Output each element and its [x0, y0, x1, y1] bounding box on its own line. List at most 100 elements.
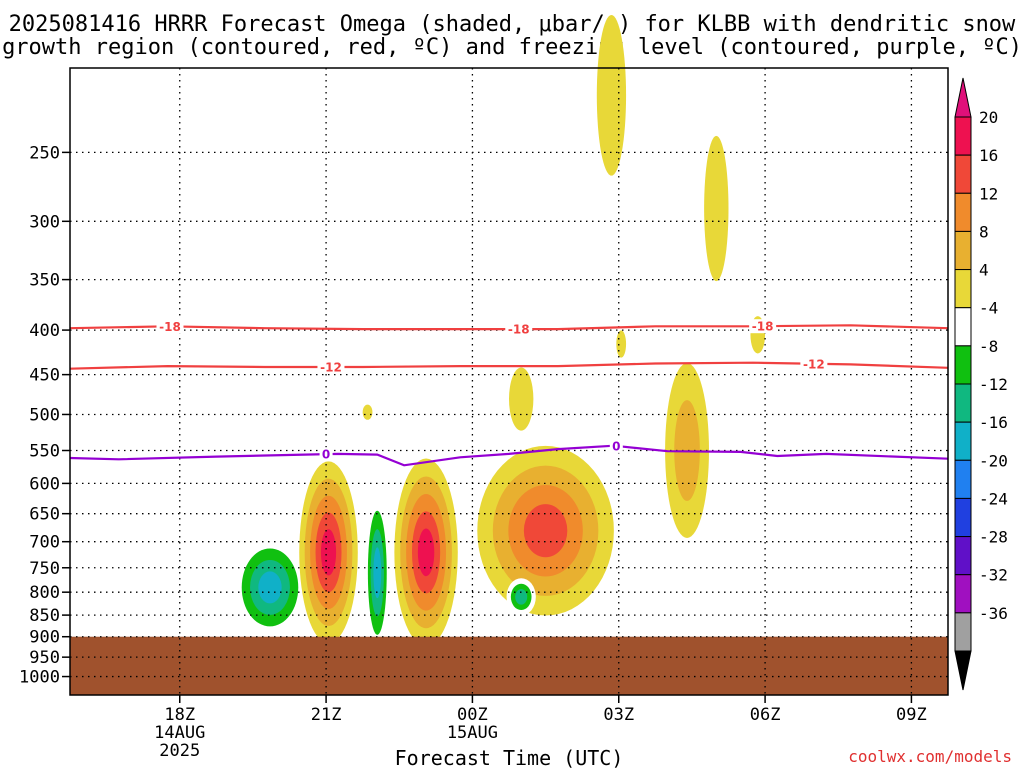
- x-tick-date-00Z: 15AUG: [447, 723, 498, 743]
- colorbar-label--36: -36: [979, 604, 1008, 623]
- y-tick-label-350: 350: [29, 271, 60, 291]
- omega-cell-1-level-20: [320, 529, 337, 576]
- omega-cell-14-level-4: [509, 367, 534, 431]
- contour-label-bg--12-0: [317, 359, 345, 374]
- colorbar: 20 16 12 8 4 -4 -8 -12 -16 -20 -24 -28 -32 -36: [954, 77, 1008, 691]
- x-tick-label-06Z: 06Z: [750, 705, 781, 725]
- ground-below-terrain: [70, 636, 948, 695]
- ground-layer: [70, 636, 948, 695]
- y-axis: 2503003504004505005506006507007508008509…: [19, 143, 70, 688]
- contour-label-0-0: 0: [322, 448, 330, 462]
- x-tick-label-00Z: 00Z: [457, 705, 488, 725]
- omega-cell-15-level-4: [362, 404, 373, 420]
- omega-cell-13-level-4: [704, 135, 729, 282]
- contour-line-0: [69, 444, 949, 467]
- x-axis-label: Forecast Time (UTC): [395, 746, 624, 768]
- colorbar-label-20: 20: [979, 108, 998, 127]
- colorbar-swatch-0: [954, 116, 972, 156]
- x-tick-label-21Z: 21Z: [311, 705, 342, 725]
- contour-label-bg-0-0: [319, 447, 333, 462]
- colorbar-swatch-13: [954, 612, 972, 652]
- contour-label--18-1: -18: [508, 323, 530, 337]
- chart-title-line2: growth region (contoured, red, ºC) and f…: [2, 35, 1022, 60]
- colorbar-label--32: -32: [979, 566, 1008, 585]
- contour-label-0-1: 0: [612, 439, 620, 453]
- omega-cell-10-level--4: [440, 72, 509, 277]
- y-tick-label-450: 450: [29, 366, 60, 386]
- colorbar-swatch-3: [954, 230, 972, 271]
- omega-cell-11-level--4: [616, 155, 636, 249]
- colorbar-swatch-7: [954, 383, 972, 423]
- x-tick-year-18Z: 2025: [159, 741, 200, 761]
- chart-title-line1: 2025081416 HRRR Forecast Omega (shaded, …: [9, 12, 1016, 37]
- contour-label--12-0: -12: [320, 360, 342, 374]
- colorbar-top-arrow: [954, 77, 972, 118]
- x-tick-label-18Z: 18Z: [164, 705, 195, 725]
- contour-label-bg--18-2: [749, 319, 777, 334]
- y-tick-label-800: 800: [29, 583, 60, 603]
- contour-label-bg--18-0: [156, 319, 184, 334]
- y-tick-label-850: 850: [29, 606, 60, 626]
- plot-frame: [69, 67, 949, 696]
- y-tick-label-500: 500: [29, 405, 60, 425]
- contour-label--18-2: -18: [752, 320, 774, 334]
- x-tick-label-09Z: 09Z: [896, 705, 927, 725]
- x-tick-date-18Z: 14AUG: [154, 723, 205, 743]
- y-tick-label-250: 250: [29, 143, 60, 163]
- colorbar-label-12: 12: [979, 184, 998, 203]
- colorbar-swatch-2: [954, 192, 972, 232]
- colorbar-label--20: -20: [979, 451, 1008, 470]
- y-tick-label-650: 650: [29, 505, 60, 525]
- y-tick-label-950: 950: [29, 648, 60, 668]
- omega-cell-9-level--4: [765, 342, 883, 440]
- colorbar-label-8: 8: [979, 222, 989, 241]
- colorbar-swatch-4: [954, 269, 972, 309]
- colorbar-label--4: -4: [979, 299, 998, 318]
- y-tick-label-600: 600: [29, 474, 60, 494]
- colorbar-label--28: -28: [979, 528, 1008, 547]
- grid-lines: [70, 68, 948, 695]
- colorbar-swatch-11: [954, 536, 972, 576]
- contour-label-bg--12-1: [800, 356, 828, 371]
- colorbar-bottom-arrow: [954, 650, 972, 691]
- omega-cell-2-level--16: [373, 547, 382, 599]
- y-tick-label-300: 300: [29, 212, 60, 232]
- plot-area: -18 -18 -18 -12 -12 0 0: [69, 15, 949, 696]
- colorbar-label--24: -24: [979, 489, 1008, 508]
- colorbar-label-16: 16: [979, 146, 998, 165]
- credit-text: coolwx.com/models: [848, 747, 1012, 766]
- colorbar-label--8: -8: [979, 337, 998, 356]
- colorbar-label--16: -16: [979, 413, 1008, 432]
- contour-label-bg--18-1: [505, 322, 533, 337]
- y-tick-label-700: 700: [29, 533, 60, 553]
- colorbar-swatch-12: [954, 574, 972, 614]
- y-tick-label-900: 900: [29, 628, 60, 648]
- colorbar-label--12: -12: [979, 375, 1008, 394]
- colorbar-label-4: 4: [979, 261, 989, 280]
- colorbar-swatch-9: [954, 459, 972, 499]
- contour-label--12-1: -12: [803, 357, 825, 371]
- omega-cell-5-level--12: [515, 589, 528, 605]
- y-tick-label-750: 750: [29, 559, 60, 579]
- omega-cell-0-level--16: [258, 571, 282, 604]
- omega-cell-3-level-20: [417, 528, 435, 577]
- omega-cell-4-level-16: [523, 504, 568, 558]
- contour-lines: -18 -18 -18 -12 -12 0 0: [69, 319, 949, 467]
- x-tick-label-03Z: 03Z: [603, 705, 634, 725]
- y-tick-label-1000: 1000: [19, 668, 60, 688]
- omega-cell-12-level-4: [596, 15, 627, 176]
- contour-label-bg-0-1: [609, 438, 623, 453]
- colorbar-swatch-5: [954, 307, 972, 347]
- y-tick-label-400: 400: [29, 321, 60, 341]
- omega-cell-7-level--4: [684, 578, 734, 621]
- contour-label--18-0: -18: [159, 320, 181, 334]
- colorbar-swatch-8: [954, 421, 972, 461]
- omega-cell-8-level--4: [735, 519, 780, 612]
- omega-cell-16-level-4: [616, 330, 627, 358]
- colorbar-swatch-6: [954, 345, 972, 385]
- colorbar-swatch-10: [954, 497, 972, 538]
- y-tick-label-550: 550: [29, 442, 60, 462]
- colorbar-swatch-1: [954, 154, 972, 194]
